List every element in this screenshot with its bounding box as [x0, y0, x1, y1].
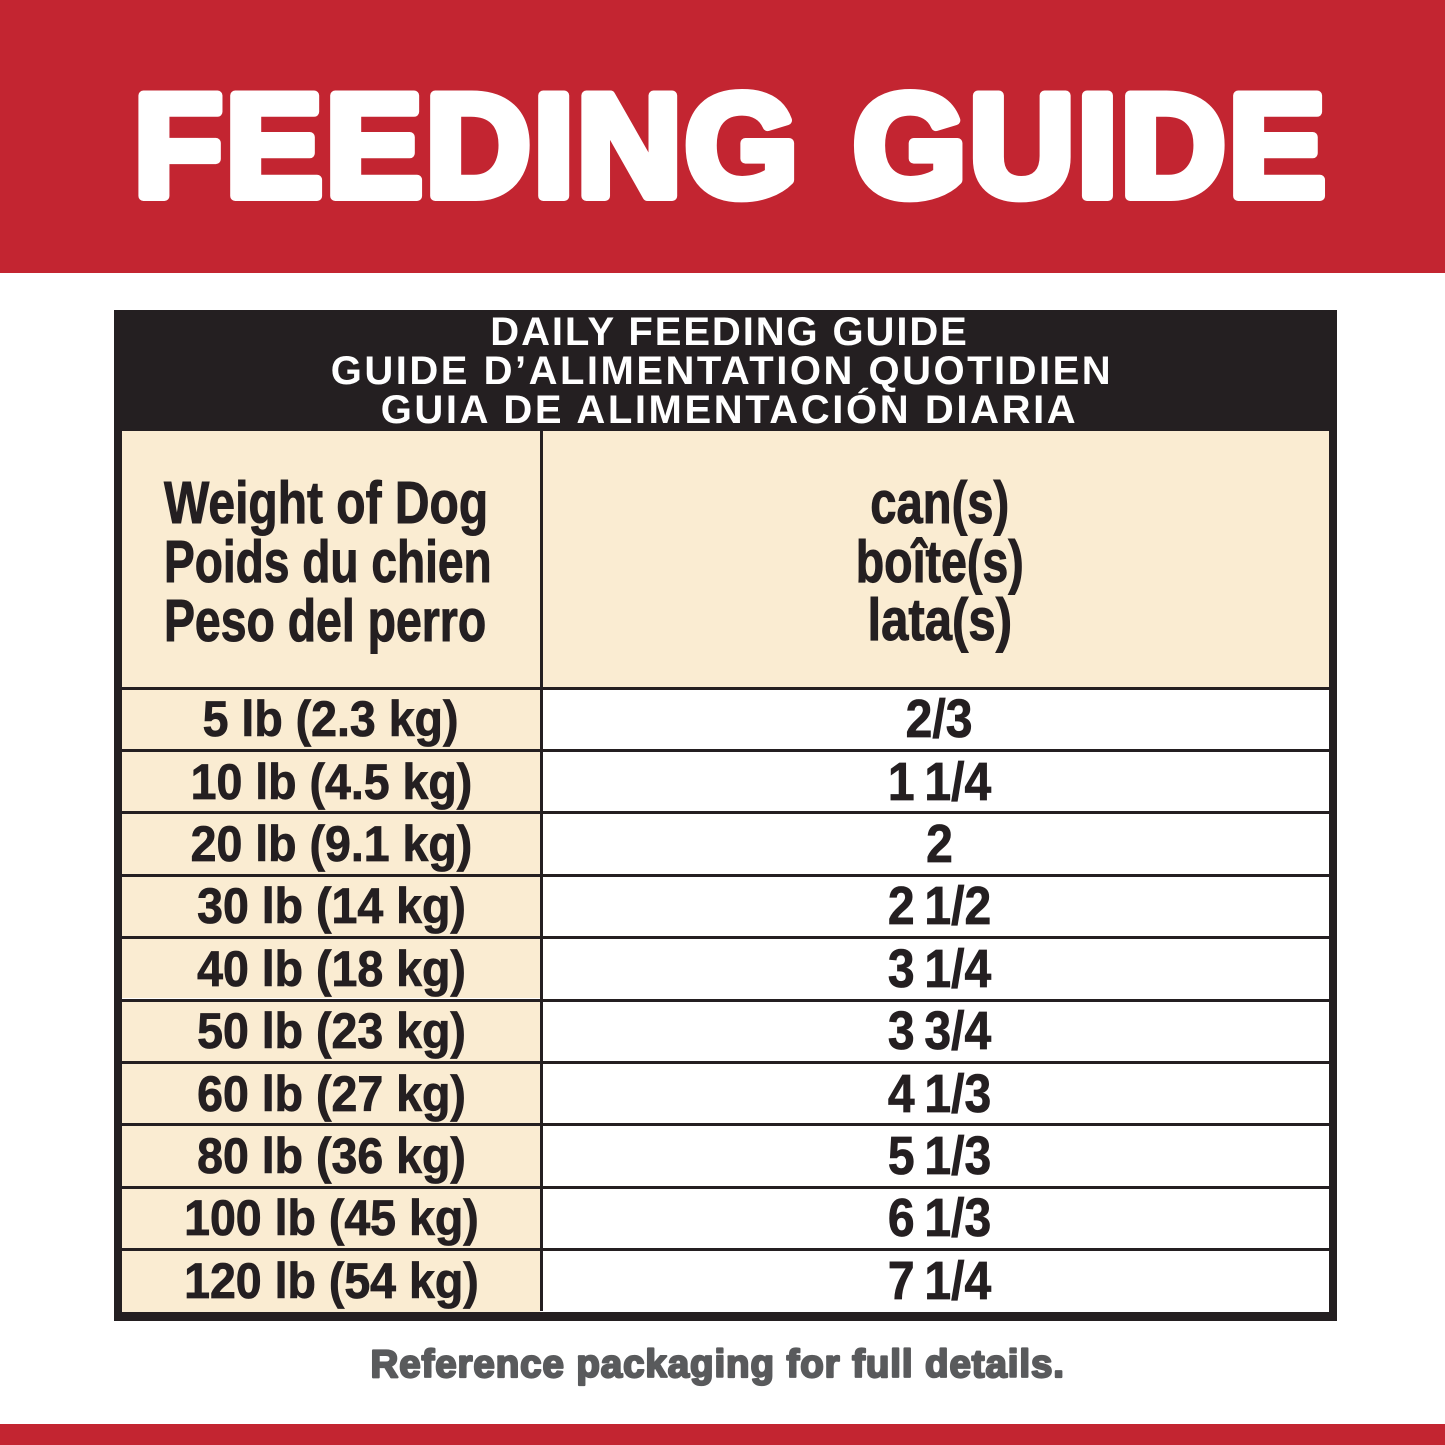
svg-text:Reference packaging for full d: Reference packaging for full details.	[370, 1343, 1064, 1386]
svg-text:FEEDING GUIDE: FEEDING GUIDE	[134, 64, 1329, 227]
